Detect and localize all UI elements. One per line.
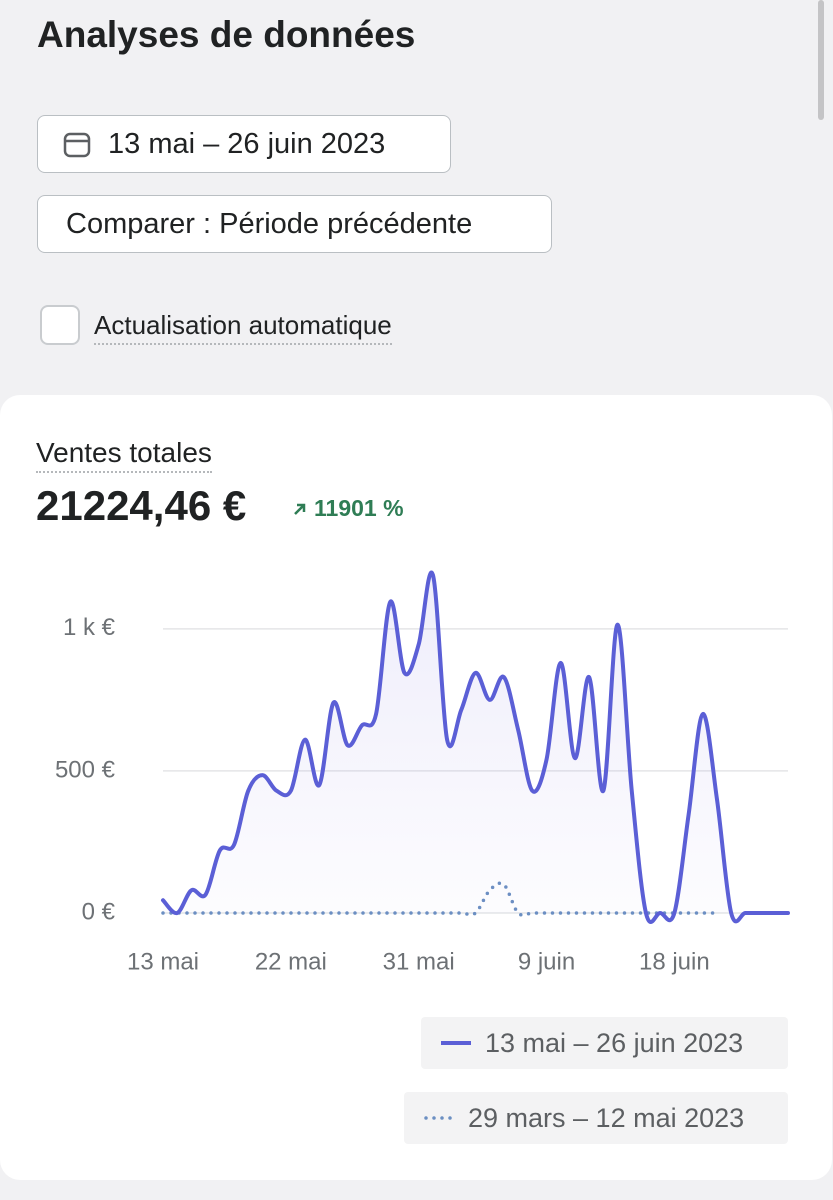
- x-tick-label: 18 juin: [639, 948, 710, 975]
- legend-label: 13 mai – 26 juin 2023: [485, 1027, 744, 1058]
- y-tick-label: 0 €: [82, 898, 116, 925]
- metric-label[interactable]: Ventes totales: [36, 437, 212, 473]
- x-tick-label: 31 mai: [383, 948, 455, 975]
- chart: 0 € 500 € 1 k € 13 mai 22 mai 31 mai 9 juin 18 …: [55, 570, 790, 975]
- legend-item[interactable]: 13 mai – 26 juin 2023: [421, 1017, 788, 1069]
- page-title: Analyses de données: [37, 14, 416, 55]
- x-tick-label: 13 mai: [127, 948, 199, 975]
- scrollbar[interactable]: [818, 0, 824, 120]
- legend-swatch: [424, 1116, 454, 1120]
- legend-label: 29 mars – 12 mai 2023: [468, 1102, 745, 1133]
- date-range-button[interactable]: 13 mai – 26 juin 2023: [37, 115, 451, 173]
- metric-change: 11901 %: [314, 495, 404, 521]
- legend-swatch: [441, 1041, 471, 1045]
- date-range-text: 13 mai – 26 juin 2023: [108, 127, 386, 160]
- y-tick-label: 1 k €: [63, 614, 116, 641]
- line: [161, 570, 790, 924]
- auto-refresh-label[interactable]: Actualisation automatique: [94, 310, 392, 345]
- compare-button[interactable]: Comparer : Période précédente: [37, 195, 552, 253]
- up-arrow-icon: [294, 503, 306, 515]
- legend-item[interactable]: 29 mars – 12 mai 2023: [404, 1092, 788, 1144]
- y-tick-label: 500 €: [55, 756, 116, 783]
- compare-text: Comparer : Période précédente: [66, 207, 473, 240]
- area: [163, 572, 788, 923]
- metric-value: 21224,46 €: [36, 482, 247, 529]
- x-tick-label: 9 juin: [518, 948, 575, 975]
- calendar-icon: [63, 132, 91, 158]
- x-tick-label: 22 mai: [255, 948, 327, 975]
- auto-refresh-checkbox[interactable]: [40, 305, 80, 345]
